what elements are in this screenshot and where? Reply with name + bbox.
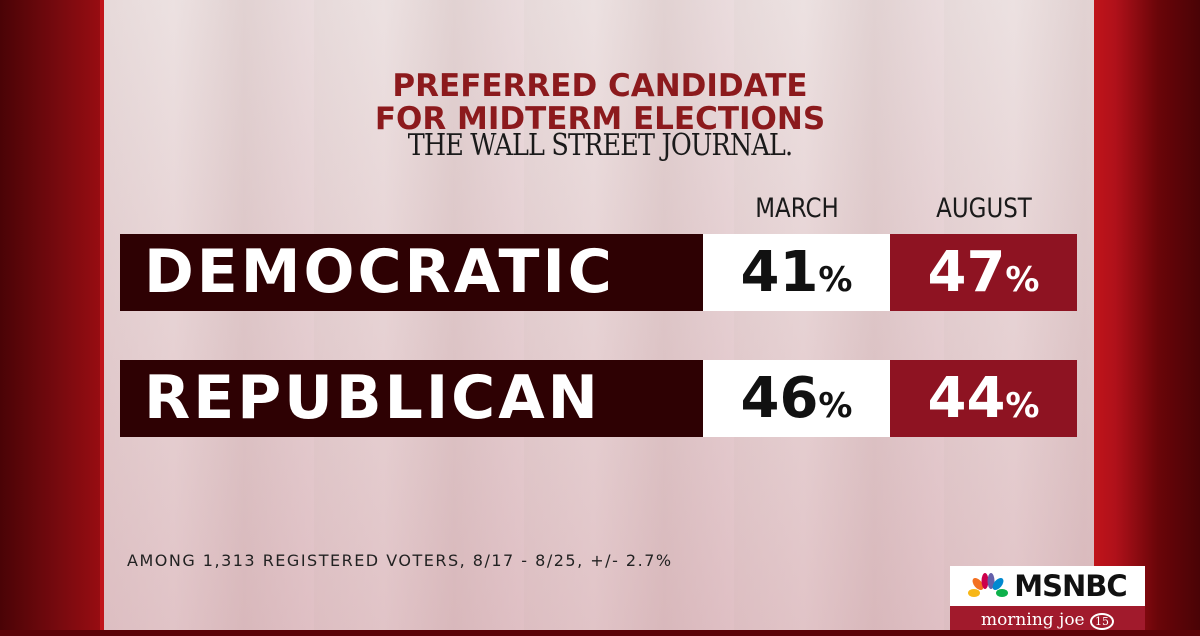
value-march: 41% <box>703 234 890 311</box>
title-line-2: FOR MIDTERM ELECTIONS <box>374 101 826 137</box>
badge-icon: 15 <box>1090 613 1115 630</box>
row-republican: REPUBLICAN 46% 44% <box>120 360 1078 437</box>
right-border <box>1094 0 1200 630</box>
show-name: morning joe <box>980 610 1085 630</box>
source-logo: THE WALL STREET JOURNAL. <box>407 128 793 163</box>
column-header-march: MARCH <box>755 193 839 224</box>
value-august: 47% <box>890 234 1077 311</box>
row-label: DEMOCRATIC <box>120 234 703 311</box>
row-democratic: DEMOCRATIC 41% 47% <box>120 234 1078 311</box>
row-label: REPUBLICAN <box>120 360 703 437</box>
background-panel <box>104 0 1094 630</box>
network-name: MSNBC <box>1014 569 1127 603</box>
peacock-icon <box>968 573 1009 597</box>
column-header-august: AUGUST <box>936 193 1032 224</box>
network-logo: MSNBC morning joe 15 <box>950 566 1145 630</box>
title-line-1: PREFERRED CANDIDATE <box>392 68 808 104</box>
left-border <box>0 0 104 630</box>
value-august: 44% <box>890 360 1077 437</box>
value-march: 46% <box>703 360 890 437</box>
chart-title: PREFERRED CANDIDATE FOR MIDTERM ELECTION… <box>0 70 1200 136</box>
footnote: AMONG 1,313 REGISTERED VOTERS, 8/17 - 8/… <box>127 551 673 570</box>
